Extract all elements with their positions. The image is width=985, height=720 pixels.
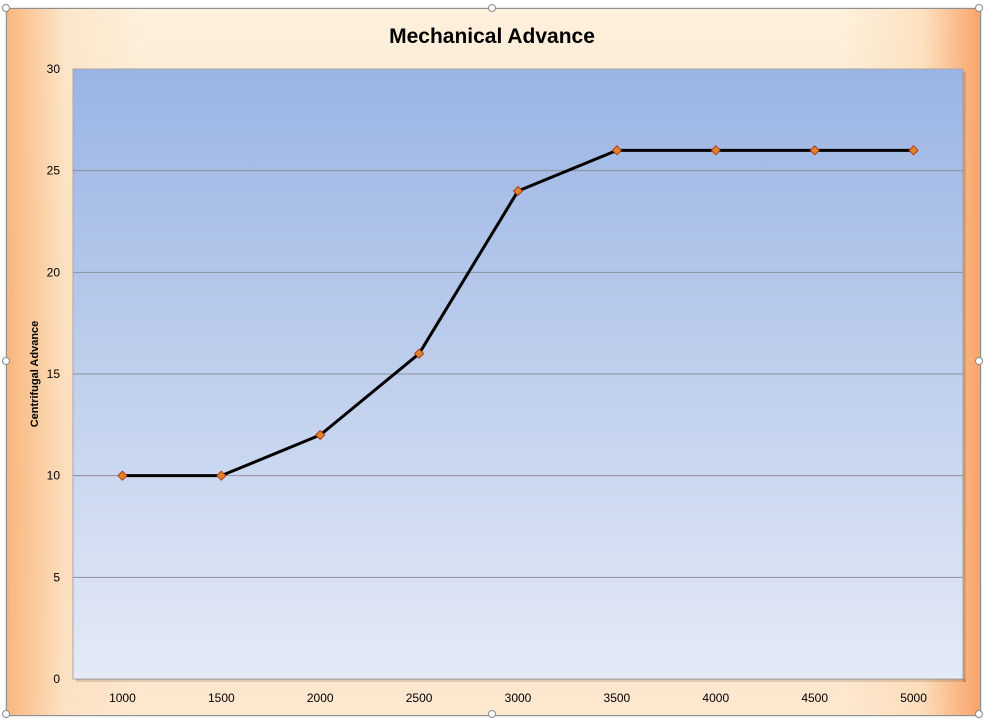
data-point-marker[interactable] bbox=[117, 470, 128, 481]
y-tick-label: 30 bbox=[47, 62, 61, 76]
resize-handle-left[interactable] bbox=[2, 357, 10, 365]
series-group bbox=[117, 145, 919, 481]
x-tick-label: 4500 bbox=[801, 691, 828, 705]
y-axis-tick-labels: 0 5 10 15 20 25 30 bbox=[47, 62, 61, 686]
chart-selection-handles[interactable] bbox=[2, 4, 983, 718]
x-tick-label: 2500 bbox=[406, 691, 433, 705]
x-axis-tick-labels: 1000 1500 2000 2500 3000 3500 4000 4500 5000 bbox=[109, 691, 927, 705]
x-tick-label: 2000 bbox=[307, 691, 334, 705]
y-tick-label: 25 bbox=[47, 164, 61, 178]
data-point-marker[interactable] bbox=[413, 348, 425, 359]
y-tick-label: 0 bbox=[53, 672, 60, 686]
resize-handle-top-right[interactable] bbox=[975, 4, 983, 12]
data-point-marker[interactable] bbox=[216, 470, 227, 481]
data-point-marker[interactable] bbox=[809, 145, 820, 156]
plot-shadow-right bbox=[963, 72, 966, 682]
data-point-marker[interactable] bbox=[512, 185, 524, 197]
y-tick-label: 20 bbox=[47, 265, 61, 279]
resize-handle-bottom[interactable] bbox=[488, 710, 496, 718]
x-tick-label: 1000 bbox=[109, 691, 136, 705]
data-point-marker[interactable] bbox=[908, 145, 919, 156]
x-tick-label: 5000 bbox=[900, 691, 927, 705]
chart-title: Mechanical Advance bbox=[389, 25, 595, 48]
data-point-marker[interactable] bbox=[315, 429, 326, 441]
data-point-marker[interactable] bbox=[710, 145, 721, 156]
y-tick-label: 10 bbox=[47, 469, 61, 483]
resize-handle-top[interactable] bbox=[488, 4, 496, 12]
y-tick-label: 15 bbox=[47, 367, 61, 381]
data-point-marker[interactable] bbox=[611, 145, 623, 156]
x-tick-label: 1500 bbox=[208, 691, 235, 705]
x-tick-label: 4000 bbox=[702, 691, 729, 705]
resize-handle-top-left[interactable] bbox=[2, 4, 10, 12]
plot-shadow-bottom bbox=[76, 679, 966, 682]
y-tick-label: 5 bbox=[53, 570, 60, 584]
x-tick-label: 3000 bbox=[505, 691, 532, 705]
resize-handle-right[interactable] bbox=[975, 357, 983, 365]
x-tick-label: 3500 bbox=[604, 691, 631, 705]
resize-handle-bottom-left[interactable] bbox=[2, 710, 10, 718]
resize-handle-bottom-right[interactable] bbox=[975, 710, 983, 718]
y-axis-label: Centrifugal Advance bbox=[29, 321, 41, 428]
